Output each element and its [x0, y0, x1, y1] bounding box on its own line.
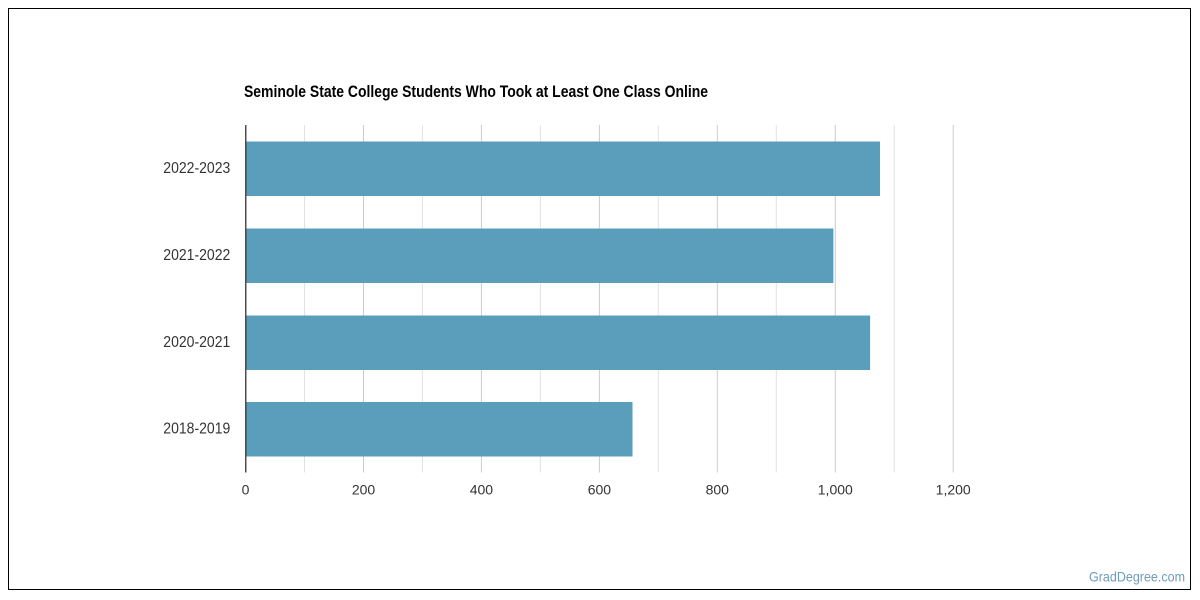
svg-text:GradDegree.com: GradDegree.com [1089, 569, 1185, 585]
svg-text:200: 200 [352, 482, 376, 498]
svg-text:2022-2023: 2022-2023 [163, 160, 230, 177]
svg-text:400: 400 [470, 482, 494, 498]
svg-text:2018-2019: 2018-2019 [163, 421, 230, 438]
svg-text:2020-2021: 2020-2021 [163, 334, 230, 351]
svg-text:800: 800 [706, 482, 730, 498]
svg-text:0: 0 [242, 482, 250, 498]
svg-text:1,200: 1,200 [936, 482, 971, 498]
svg-text:1,000: 1,000 [818, 482, 853, 498]
svg-text:2021-2022: 2021-2022 [163, 247, 230, 264]
svg-text:600: 600 [588, 482, 612, 498]
svg-text:Seminole State College Student: Seminole State College Students Who Took… [244, 83, 708, 101]
